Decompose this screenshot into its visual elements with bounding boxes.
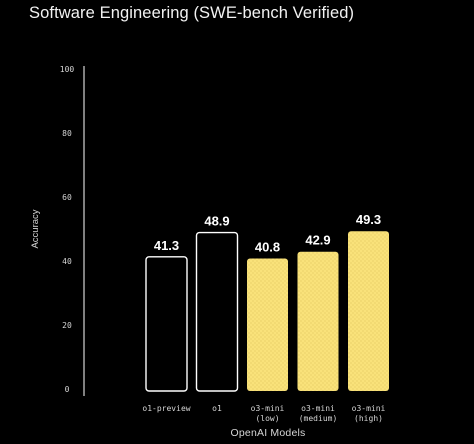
chart-title: Software Engineering (SWE-bench Verified… xyxy=(29,4,355,22)
x-tick-label: o3-mini xyxy=(301,404,335,413)
y-tick-label: 0 xyxy=(65,385,70,394)
x-axis-label: OpenAI Models xyxy=(231,427,306,439)
bar xyxy=(145,256,188,392)
bar xyxy=(348,231,389,391)
bar xyxy=(247,258,288,391)
y-tick-labels: 0 20 40 60 80 100 xyxy=(60,65,75,394)
bar xyxy=(297,251,339,391)
data-label: 48.9 xyxy=(204,214,229,229)
y-tick-label: 100 xyxy=(60,65,75,74)
data-labels: 41.3 48.9 40.8 42.9 49.3 xyxy=(154,212,381,254)
bars xyxy=(145,231,389,392)
x-tick-labels: o1-preview o1 o3-mini(low)o3-mini(medium)o… xyxy=(142,404,385,423)
x-tick-label: o3-mini xyxy=(251,404,285,413)
x-tick-label: o1 xyxy=(212,404,222,413)
bar xyxy=(195,231,239,392)
y-tick-label: 80 xyxy=(62,129,72,138)
y-axis-label: Accuracy xyxy=(30,209,41,248)
x-tick-label: (medium) xyxy=(299,414,338,423)
y-tick-label: 20 xyxy=(62,321,72,330)
y-tick-label: 60 xyxy=(62,193,72,202)
y-tick-label: 40 xyxy=(62,257,72,266)
x-tick-label: (low) xyxy=(255,414,279,423)
data-label: 42.9 xyxy=(305,233,330,248)
x-tick-label: o1-preview xyxy=(142,404,190,413)
x-tick-label: o3-mini xyxy=(352,404,386,413)
data-label: 40.8 xyxy=(255,239,280,254)
data-label: 49.3 xyxy=(356,212,381,227)
data-label: 41.3 xyxy=(154,238,179,253)
x-tick-label: (high) xyxy=(354,414,383,423)
